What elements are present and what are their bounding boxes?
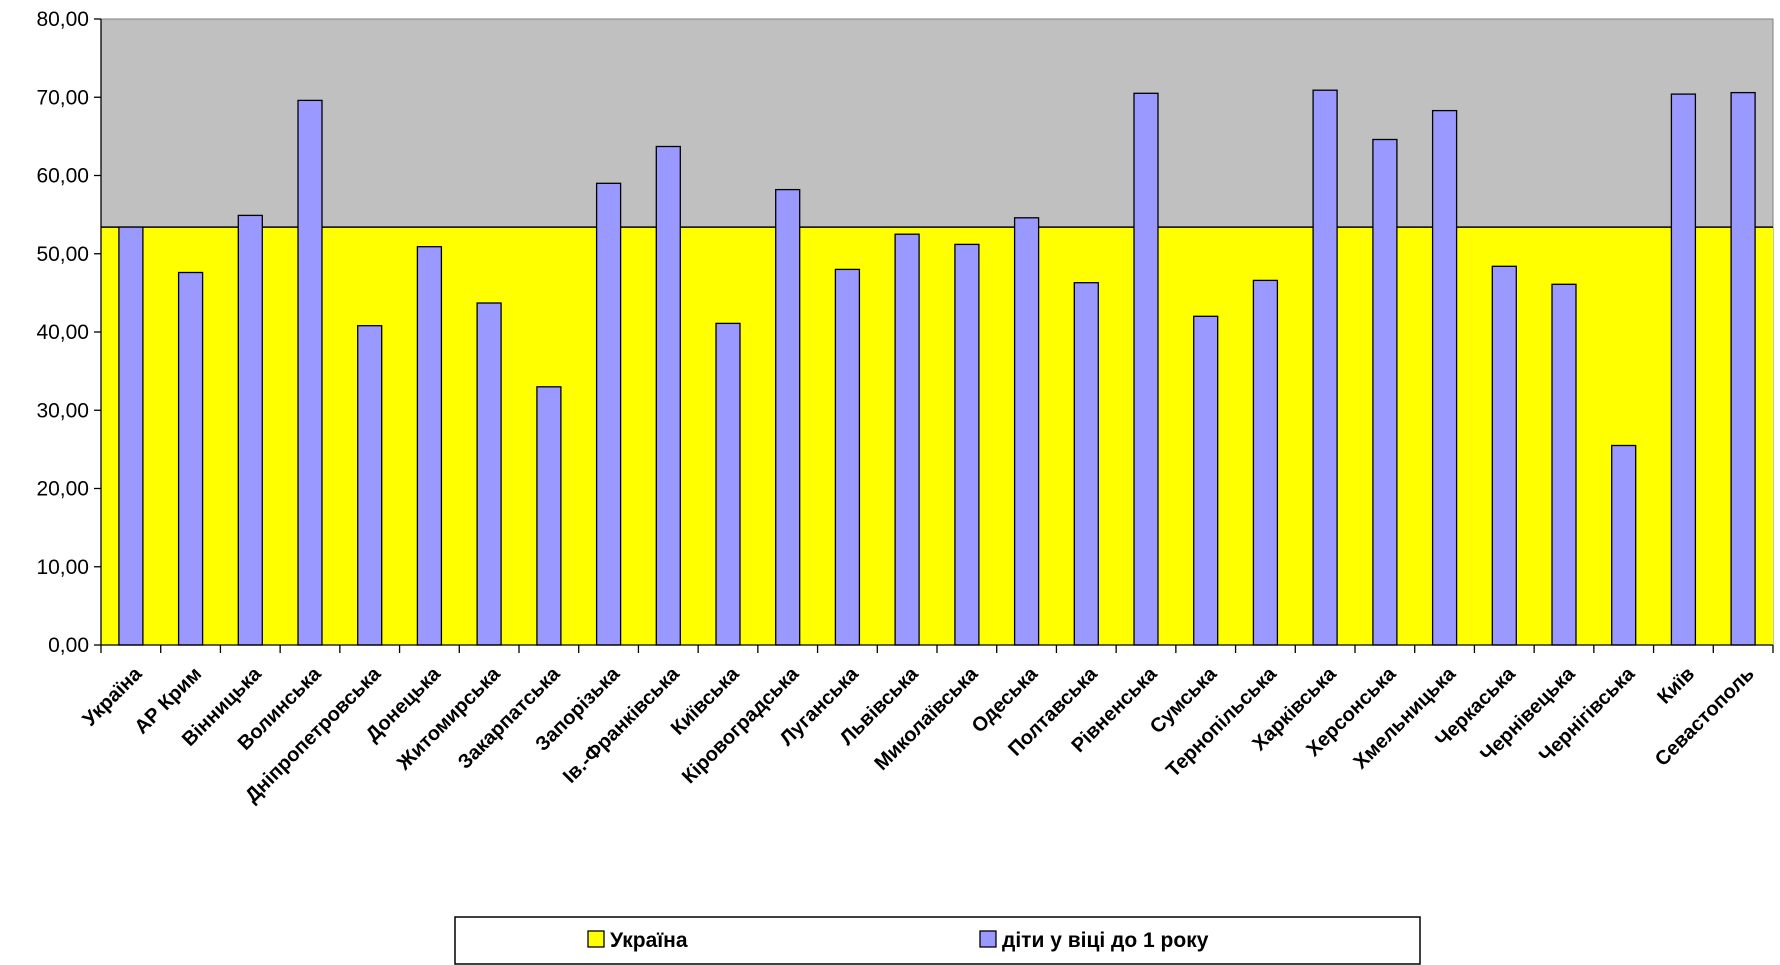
y-tick-label: 70,00 — [36, 86, 89, 109]
y-tick-label: 30,00 — [36, 399, 89, 422]
bar-2 — [237, 214, 263, 646]
bar-9 — [655, 145, 681, 646]
bar-15 — [1013, 217, 1040, 646]
y-tick-label: 80,00 — [36, 8, 89, 31]
area-series-ukraine — [101, 227, 1773, 645]
y-tick-label: 40,00 — [36, 321, 89, 344]
bar-13 — [894, 233, 920, 646]
bar-0 — [118, 226, 144, 646]
bar-22 — [1431, 109, 1458, 646]
legend-swatch-1 — [979, 930, 997, 948]
bar-11 — [775, 188, 801, 646]
bar-26 — [1670, 93, 1697, 646]
bar-4 — [357, 325, 383, 646]
legend-box — [454, 916, 1421, 965]
x-tick-label: Київ — [1653, 663, 1699, 709]
bar-10 — [715, 322, 741, 646]
bar-8 — [595, 182, 622, 646]
x-tick-label: Житомирська — [392, 662, 505, 775]
bar-6 — [476, 302, 502, 646]
y-tick-label: 20,00 — [36, 478, 89, 501]
y-tick-label: 0,00 — [48, 634, 89, 657]
bar-16 — [1073, 282, 1099, 646]
bar-12 — [834, 268, 861, 646]
bar-17 — [1133, 92, 1159, 646]
bar-27 — [1730, 91, 1756, 646]
x-tick-label: Ів.-Франківська — [559, 662, 684, 787]
y-tick-label: 50,00 — [36, 243, 89, 266]
bar-5 — [416, 246, 443, 646]
x-tick-label: Закарпатська — [454, 662, 565, 773]
bar-21 — [1372, 138, 1398, 646]
bar-14 — [954, 243, 980, 646]
x-tick-label: Миколаївська — [871, 662, 983, 774]
legend-label-0: Україна — [610, 929, 688, 952]
bar-24 — [1551, 283, 1577, 646]
legend-swatch-0 — [587, 930, 605, 948]
x-tick-label: Тернопільська — [1162, 662, 1281, 781]
bar-3 — [297, 99, 323, 646]
legend-label-1: діти у віці до 1 року — [1002, 929, 1209, 952]
bar-1 — [177, 271, 204, 646]
bar-23 — [1491, 265, 1517, 646]
x-tick-label: Хмельницька — [1350, 662, 1461, 773]
bar-20 — [1312, 89, 1338, 646]
bar-19 — [1252, 279, 1279, 646]
bar-25 — [1611, 444, 1637, 646]
bar-18 — [1193, 315, 1219, 646]
bar-7 — [536, 386, 562, 646]
y-tick-label: 60,00 — [36, 165, 89, 188]
y-tick-label: 10,00 — [36, 556, 89, 579]
